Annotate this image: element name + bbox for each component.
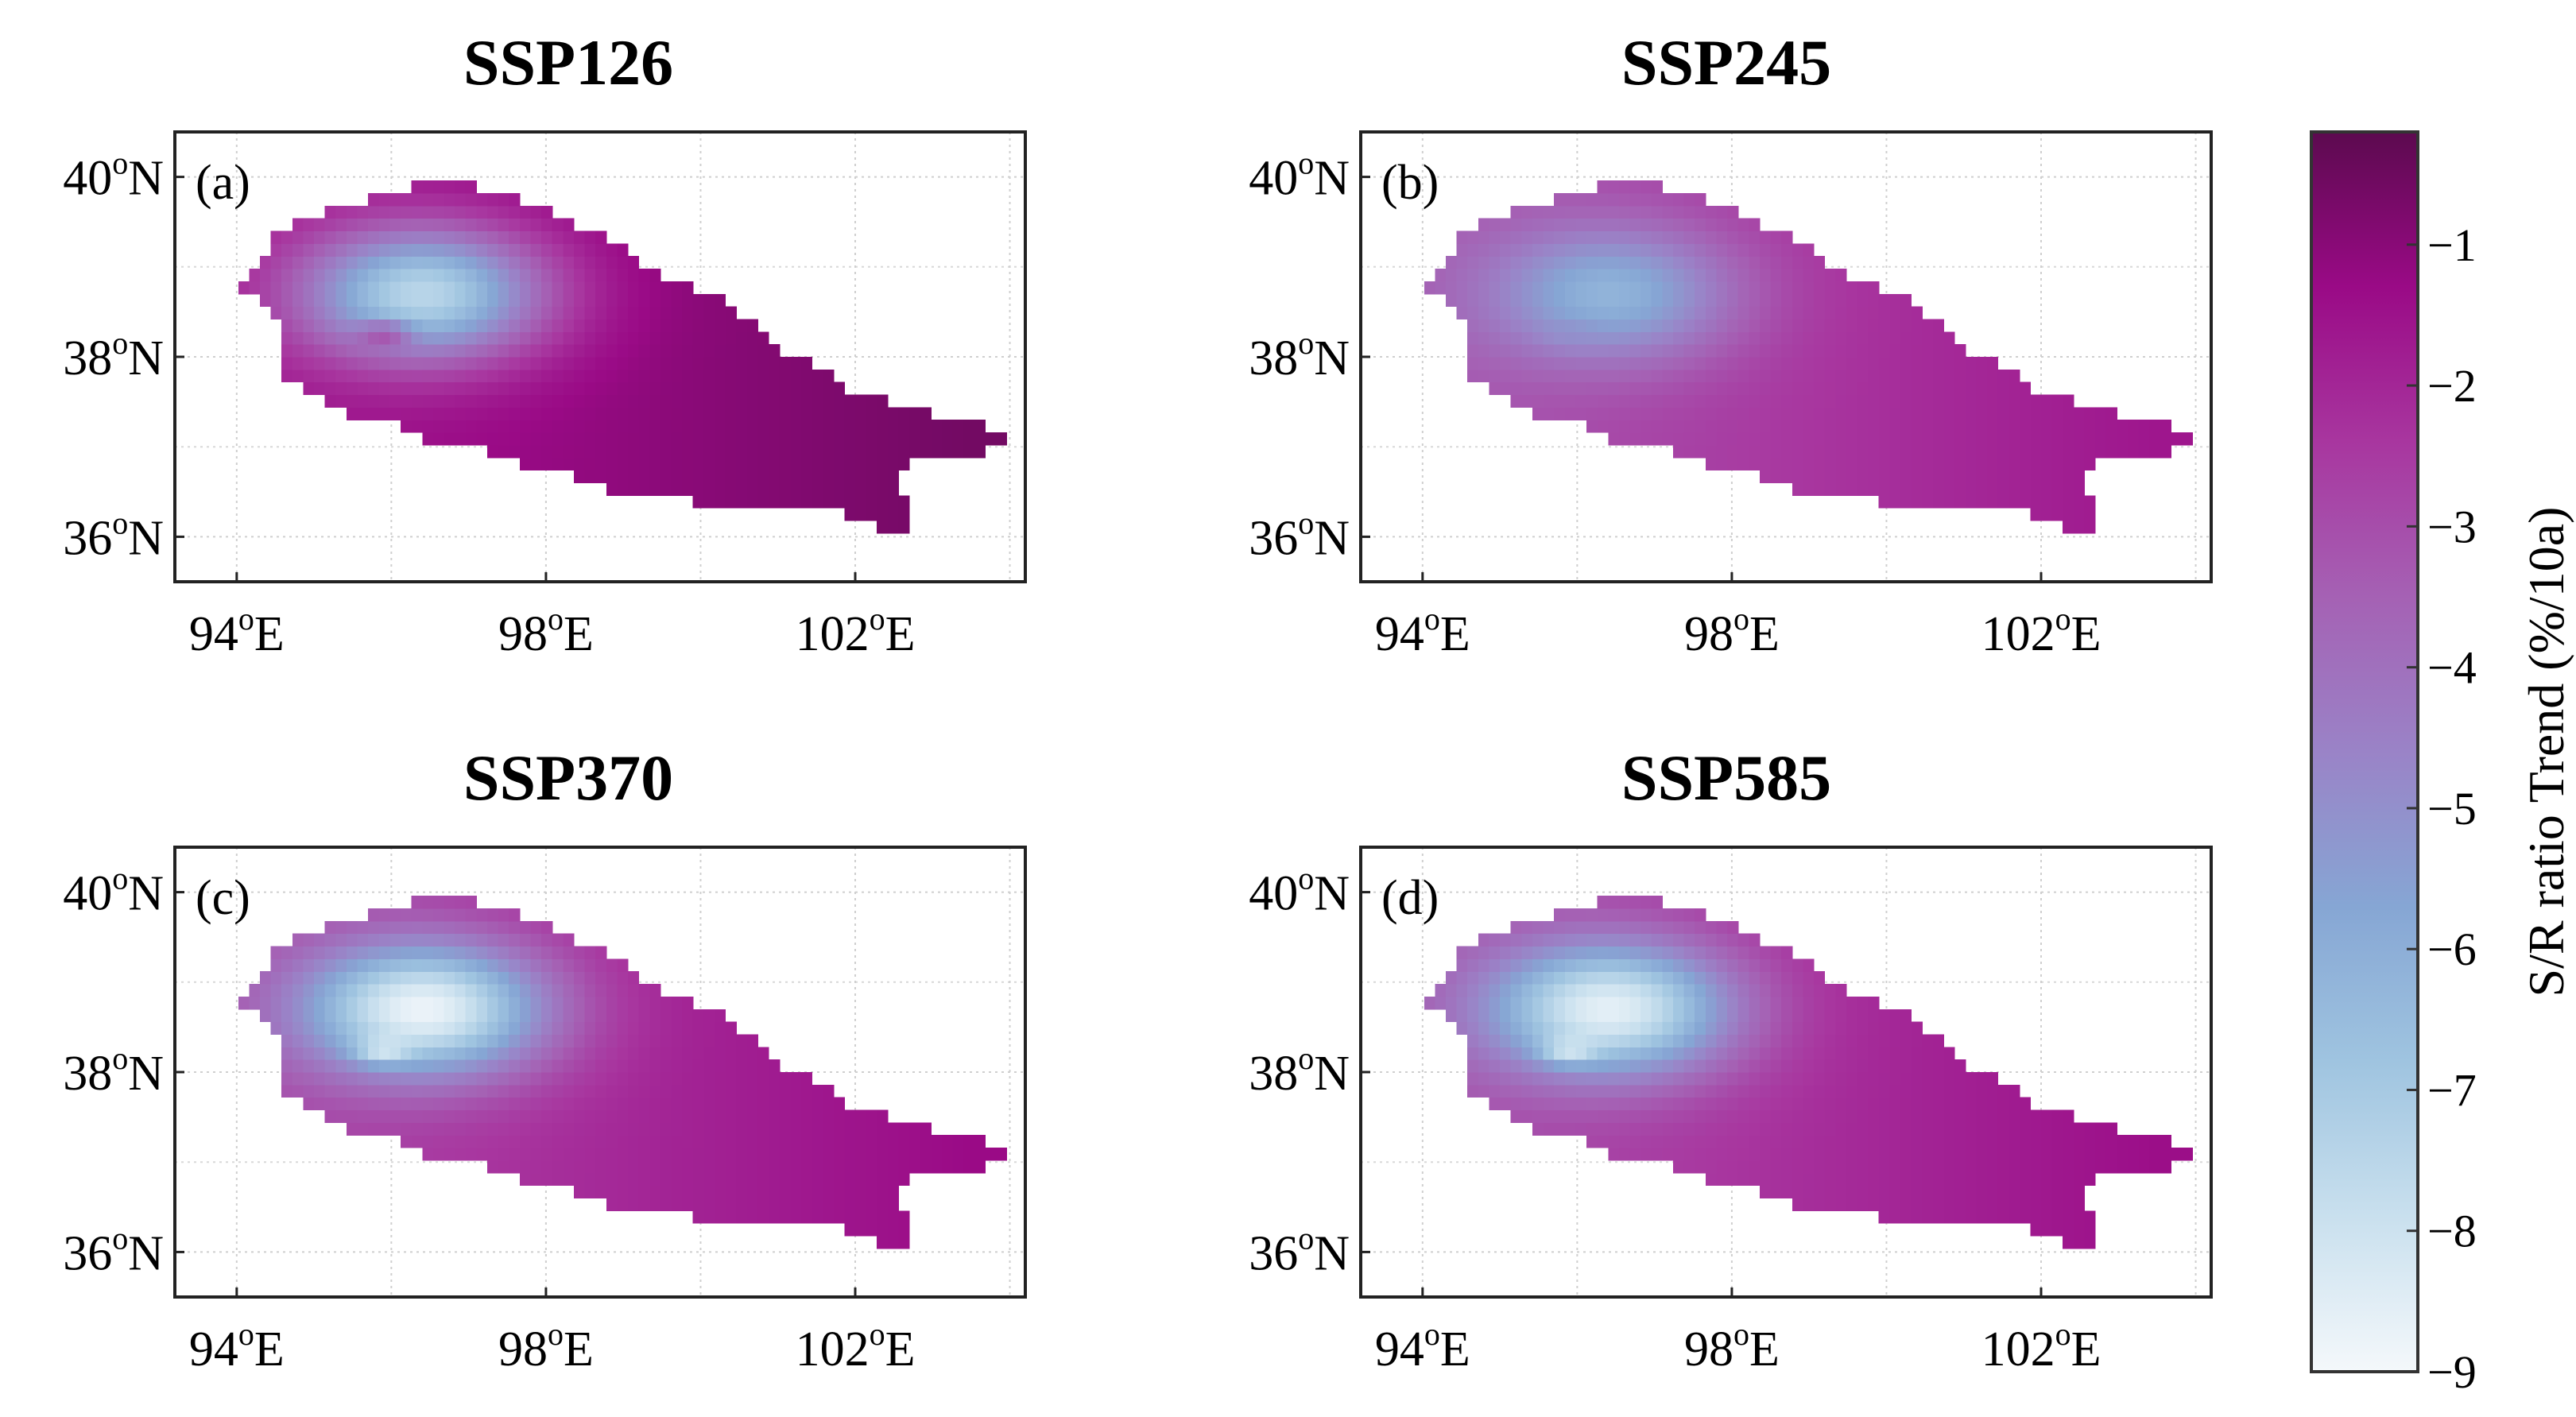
lon-tick-label: 98oE bbox=[498, 601, 594, 661]
panel-a: SSP126 40oN 38oN 36oN 94oE 98oE 102oE (a) bbox=[63, 26, 1027, 661]
lon-tick-label: 102oE bbox=[1981, 1316, 2101, 1376]
lat-tick-label: 36oN bbox=[1249, 1220, 1350, 1280]
panel-label: (b) bbox=[1381, 156, 1439, 210]
colorbar-ticks: −1 −2 −3 −4 −5 −6 −7 −8 −9 bbox=[2407, 219, 2477, 1398]
colorbar-bar bbox=[2310, 130, 2419, 1373]
lat-tick-label: 40oN bbox=[63, 145, 164, 206]
lon-tick-label: 102oE bbox=[1981, 601, 2101, 661]
lon-tick-label: 94oE bbox=[1375, 1316, 1470, 1376]
panel-title: SSP126 bbox=[463, 26, 673, 99]
panel-b: SSP245 40oN 38oN 36oN 94oE 98oE 102oE (b) bbox=[1249, 26, 2213, 661]
colorbar-tick-label: −2 bbox=[2427, 360, 2477, 412]
lat-tick-label: 40oN bbox=[63, 861, 164, 921]
panel-label: (a) bbox=[196, 156, 250, 210]
colorbar-label: S/R ratio Trend (%/10a) bbox=[2518, 507, 2574, 997]
lat-tick-label: 36oN bbox=[63, 1220, 164, 1280]
colorbar-tick-label: −9 bbox=[2427, 1346, 2477, 1398]
colorbar-tick-label: −4 bbox=[2427, 642, 2477, 694]
lat-tick-label: 36oN bbox=[1249, 505, 1350, 565]
colorbar-tick-label: −1 bbox=[2427, 219, 2477, 271]
panel-title: SSP585 bbox=[1621, 741, 1831, 814]
trend-raster bbox=[238, 180, 1008, 534]
lat-tick-label: 40oN bbox=[1249, 145, 1350, 206]
lon-tick-label: 102oE bbox=[796, 1316, 916, 1376]
colorbar-tick-label: −6 bbox=[2427, 923, 2477, 975]
lon-tick-label: 94oE bbox=[189, 1316, 285, 1376]
panel-d: SSP585 40oN 38oN 36oN 94oE 98oE 102oE (d) bbox=[1249, 741, 2213, 1376]
panel-label: (d) bbox=[1381, 871, 1439, 925]
panel-label: (c) bbox=[196, 871, 250, 925]
colorbar: −1 −2 −3 −4 −5 −6 −7 −8 −9 S/R ratio Trend (%/10… bbox=[2310, 130, 2574, 1398]
panel-c: SSP370 40oN 38oN 36oN 94oE 98oE 102oE (c) bbox=[63, 741, 1027, 1376]
lat-tick-label: 38oN bbox=[1249, 325, 1350, 385]
colorbar-tick-label: −3 bbox=[2427, 501, 2477, 552]
lat-tick-label: 36oN bbox=[63, 505, 164, 565]
lon-tick-label: 98oE bbox=[1684, 1316, 1780, 1376]
colorbar-tick-label: −8 bbox=[2427, 1206, 2477, 1257]
lon-tick-label: 102oE bbox=[796, 601, 916, 661]
lat-tick-label: 38oN bbox=[1249, 1040, 1350, 1101]
lat-tick-label: 40oN bbox=[1249, 861, 1350, 921]
colorbar-tick-label: −7 bbox=[2427, 1064, 2477, 1116]
trend-raster bbox=[1424, 896, 2194, 1249]
panel-title: SSP245 bbox=[1621, 26, 1831, 99]
lon-tick-label: 98oE bbox=[498, 1316, 594, 1376]
trend-raster bbox=[1424, 180, 2194, 534]
colorbar-tick-label: −5 bbox=[2427, 783, 2477, 834]
lon-tick-label: 94oE bbox=[189, 601, 285, 661]
panel-title: SSP370 bbox=[463, 741, 673, 814]
lat-tick-label: 38oN bbox=[63, 1040, 164, 1101]
lat-tick-label: 38oN bbox=[63, 325, 164, 385]
trend-raster bbox=[238, 896, 1008, 1249]
lon-tick-label: 94oE bbox=[1375, 601, 1470, 661]
lon-tick-label: 98oE bbox=[1684, 601, 1780, 661]
